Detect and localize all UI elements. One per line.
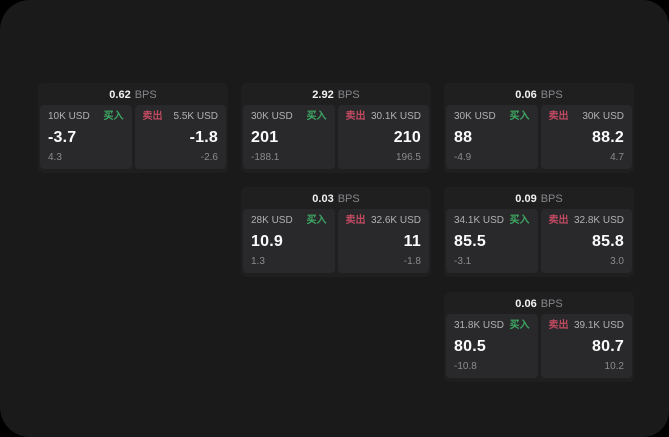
bps-header: 0.62 BPS: [38, 83, 228, 105]
buy-quote-tile[interactable]: 31.8K USD 买入 80.5 -10.8: [446, 314, 538, 378]
buy-notional: 10K USD: [48, 111, 90, 122]
sell-change: 4.7: [610, 152, 624, 163]
bps-value: 0.62: [109, 88, 131, 101]
sell-price: 210: [393, 128, 421, 146]
sell-notional: 39.1K USD: [573, 320, 624, 331]
sell-side-label: 卖出: [548, 320, 569, 331]
buy-notional: 34.1K USD: [454, 215, 505, 226]
buy-side-label: 买入: [306, 111, 327, 122]
sell-notional: 30.1K USD: [370, 111, 421, 122]
sell-notional: 30K USD: [582, 111, 624, 122]
quote-card: 0.06 BPS 31.8K USD 买入 80.5 -10.8 卖出 39.1…: [444, 292, 634, 382]
sell-side-label: 卖出: [548, 111, 569, 122]
buy-change: -4.9: [454, 152, 472, 163]
sell-change: 10.2: [604, 361, 624, 372]
quote-body: 10K USD 买入 -3.7 4.3 卖出 5.5K USD -1.8 -2.…: [38, 105, 228, 169]
quote-card: 0.09 BPS 34.1K USD 买入 85.5 -3.1 卖出 32.8K…: [444, 187, 634, 277]
sell-side-label: 卖出: [345, 215, 366, 226]
buy-change: 4.3: [48, 152, 62, 163]
bps-unit: BPS: [337, 88, 360, 101]
bps-unit: BPS: [134, 88, 157, 101]
sell-price: 11: [403, 232, 421, 250]
buy-quote-tile[interactable]: 10K USD 买入 -3.7 4.3: [40, 105, 132, 169]
bps-unit: BPS: [540, 297, 563, 310]
sell-price: 85.8: [592, 232, 624, 250]
buy-side-label: 买入: [509, 320, 530, 331]
buy-side-label: 买入: [306, 215, 327, 226]
buy-change: -10.8: [454, 361, 477, 372]
quote-body: 28K USD 买入 10.9 1.3 卖出 32.6K USD 11 -1.8: [241, 209, 431, 273]
bps-header: 0.06 BPS: [444, 83, 634, 105]
buy-price: 88: [454, 128, 473, 146]
sell-change: 196.5: [395, 152, 421, 163]
sell-quote-tile[interactable]: 卖出 39.1K USD 80.7 10.2: [540, 314, 632, 378]
sell-side-label: 卖出: [345, 111, 366, 122]
sell-change: -1.8: [403, 256, 421, 267]
bps-unit: BPS: [540, 192, 563, 205]
quote-body: 34.1K USD 买入 85.5 -3.1 卖出 32.8K USD 85.8…: [444, 209, 634, 273]
buy-quote-tile[interactable]: 34.1K USD 买入 85.5 -3.1: [446, 209, 538, 273]
sell-quote-tile[interactable]: 卖出 30.1K USD 210 196.5: [337, 105, 429, 169]
sell-notional: 5.5K USD: [173, 111, 218, 122]
bps-value: 2.92: [312, 88, 334, 101]
sell-notional: 32.6K USD: [370, 215, 421, 226]
sell-change: -2.6: [200, 152, 218, 163]
buy-notional: 30K USD: [454, 111, 496, 122]
sell-change: 3.0: [610, 256, 624, 267]
buy-quote-tile[interactable]: 30K USD 买入 201 -188.1: [243, 105, 335, 169]
sell-side-label: 卖出: [142, 111, 163, 122]
bps-header: 2.92 BPS: [241, 83, 431, 105]
bps-header: 0.03 BPS: [241, 187, 431, 209]
quote-body: 30K USD 买入 88 -4.9 卖出 30K USD 88.2 4.7: [444, 105, 634, 169]
buy-price: 201: [251, 128, 279, 146]
sell-quote-tile[interactable]: 卖出 32.6K USD 11 -1.8: [337, 209, 429, 273]
buy-change: -188.1: [251, 152, 280, 163]
bps-unit: BPS: [540, 88, 563, 101]
buy-change: -3.1: [454, 256, 472, 267]
sell-price: 80.7: [592, 337, 624, 355]
buy-side-label: 买入: [509, 215, 530, 226]
buy-price: -3.7: [48, 128, 77, 146]
buy-side-label: 买入: [509, 111, 530, 122]
buy-change: 1.3: [251, 256, 265, 267]
quote-card: 0.62 BPS 10K USD 买入 -3.7 4.3 卖出 5.5K USD: [38, 83, 228, 173]
bps-value: 0.09: [515, 192, 537, 205]
bps-value: 0.06: [515, 297, 537, 310]
quote-body: 31.8K USD 买入 80.5 -10.8 卖出 39.1K USD 80.…: [444, 314, 634, 378]
bps-unit: BPS: [337, 192, 360, 205]
sell-notional: 32.8K USD: [573, 215, 624, 226]
buy-price: 85.5: [454, 232, 486, 250]
sell-side-label: 卖出: [548, 215, 569, 226]
buy-side-label: 买入: [103, 111, 124, 122]
sell-price: 88.2: [592, 128, 624, 146]
bps-value: 0.03: [312, 192, 334, 205]
sell-quote-tile[interactable]: 卖出 30K USD 88.2 4.7: [540, 105, 632, 169]
quote-body: 30K USD 买入 201 -188.1 卖出 30.1K USD 210 1…: [241, 105, 431, 169]
quote-card: 2.92 BPS 30K USD 买入 201 -188.1 卖出 30.1K …: [241, 83, 431, 173]
bps-header: 0.09 BPS: [444, 187, 634, 209]
quote-card: 0.03 BPS 28K USD 买入 10.9 1.3 卖出 32.6K US…: [241, 187, 431, 277]
buy-quote-tile[interactable]: 30K USD 买入 88 -4.9: [446, 105, 538, 169]
quote-card: 0.06 BPS 30K USD 买入 88 -4.9 卖出 30K USD: [444, 83, 634, 173]
sell-quote-tile[interactable]: 卖出 5.5K USD -1.8 -2.6: [134, 105, 226, 169]
buy-price: 10.9: [251, 232, 283, 250]
buy-notional: 31.8K USD: [454, 320, 505, 331]
sell-price: -1.8: [189, 128, 218, 146]
buy-notional: 28K USD: [251, 215, 293, 226]
sell-quote-tile[interactable]: 卖出 32.8K USD 85.8 3.0: [540, 209, 632, 273]
buy-quote-tile[interactable]: 28K USD 买入 10.9 1.3: [243, 209, 335, 273]
buy-price: 80.5: [454, 337, 486, 355]
bps-header: 0.06 BPS: [444, 292, 634, 314]
buy-notional: 30K USD: [251, 111, 293, 122]
bps-value: 0.06: [515, 88, 537, 101]
